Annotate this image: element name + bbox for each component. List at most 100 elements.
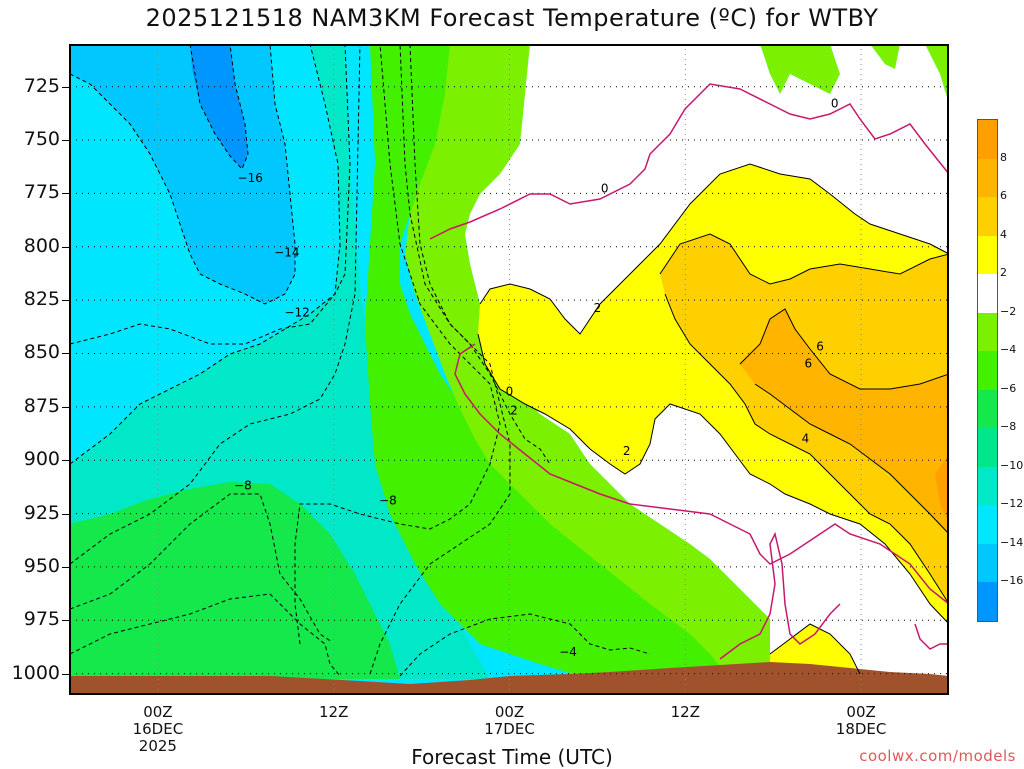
y-tick	[62, 406, 70, 408]
band-minus6	[365, 44, 740, 679]
contour-plus2c	[769, 623, 861, 675]
band-minus16	[190, 44, 248, 169]
legend-swatch	[978, 312, 997, 352]
legend-label: 8	[1000, 150, 1007, 164]
contour-minus8b	[294, 44, 501, 645]
contour-label: −8	[379, 493, 397, 507]
contour-label: −12	[284, 305, 309, 319]
band-plus6	[740, 309, 949, 534]
grid-lines	[70, 44, 949, 695]
chart-title: 2025121518 NAM3KM Forecast Temperature (…	[145, 4, 879, 32]
contour-label: 6	[816, 340, 824, 354]
x-tick-label: 12Z	[645, 704, 725, 721]
x-tick-label: 12Z	[294, 704, 374, 721]
contour-labels: −16 −14 −12 −8 −8 −4 0 0 0 2 2 2 66 4	[234, 96, 839, 659]
legend-label: −4	[1000, 343, 1017, 357]
contour-plus6b	[754, 383, 949, 535]
contour-label: 4	[802, 431, 810, 445]
contour-label: 0	[601, 182, 609, 196]
y-tick	[62, 140, 70, 142]
contour-minus4b	[409, 44, 551, 465]
x-tick-label: 00Z 18DEC	[821, 704, 901, 738]
contour-minus16	[189, 44, 249, 170]
contour-minus14	[70, 44, 296, 305]
contour-plus2	[479, 163, 949, 335]
legend-label: −6	[1000, 381, 1017, 395]
legend-swatch	[978, 543, 997, 583]
contour-label: −16	[238, 171, 263, 185]
contour-label: −4	[559, 645, 577, 659]
legend-swatch	[978, 428, 997, 468]
legend-swatch	[978, 274, 997, 314]
plot-overlay: −16 −14 −12 −8 −8 −4 0 0 0 2 2 2 66 4	[70, 44, 949, 695]
band-minus4-top3	[925, 44, 949, 104]
credit-link[interactable]: coolwx.com/models	[859, 747, 1016, 765]
y-tick-label: 875	[23, 394, 60, 417]
contour-plus4b	[664, 293, 949, 605]
freezing-lines	[429, 83, 949, 660]
legend-label: −10	[1000, 458, 1024, 472]
contour-plus4	[659, 233, 949, 285]
y-tick	[62, 673, 70, 675]
band-minus4	[405, 44, 770, 679]
x-tick-label: 00Z 17DEC	[470, 704, 550, 738]
legend-label: −12	[1000, 497, 1024, 511]
y-tick-label: 975	[23, 608, 60, 631]
contour-label: 2	[623, 444, 631, 458]
zero-line-low	[719, 531, 841, 660]
y-tick-label: 850	[23, 341, 60, 364]
x-tick-label: 00Z 16DEC 2025	[118, 704, 198, 755]
zero-line-small	[914, 623, 949, 650]
contour-plus6	[739, 308, 949, 390]
x-tick-date: 17DEC	[484, 720, 535, 738]
legend-swatch	[978, 158, 997, 198]
band-minus4-top2	[870, 44, 900, 69]
contour-plus2b	[477, 333, 949, 625]
y-tick	[62, 513, 70, 515]
x-tick-time: 12Z	[670, 703, 700, 721]
legend-swatch	[978, 351, 997, 391]
zero-line-mid	[454, 343, 949, 605]
y-tick	[62, 353, 70, 355]
plot-frame	[69, 44, 949, 695]
y-tick	[62, 246, 70, 248]
y-tick-label: 750	[23, 128, 60, 151]
legend-swatch	[978, 505, 997, 545]
contour-label: 0	[831, 96, 839, 110]
legend-label: −14	[1000, 535, 1024, 549]
x-tick-time: 00Z	[846, 703, 876, 721]
legend-label: −2	[1000, 304, 1017, 318]
y-tick	[62, 460, 70, 462]
contour-label: 6	[805, 357, 813, 371]
band-plus8	[935, 454, 949, 524]
contour-lines	[70, 44, 949, 677]
legend-swatch	[978, 389, 997, 429]
plot-area: −16 −14 −12 −8 −8 −4 0 0 0 2 2 2 6 6 4	[70, 44, 949, 695]
y-tick	[62, 193, 70, 195]
x-tick-date: 16DEC	[132, 720, 184, 738]
y-tick-label: 775	[23, 181, 60, 204]
contour-minus6b	[369, 44, 511, 675]
contour-minus10b	[70, 44, 361, 565]
contour-label: −8	[234, 478, 252, 492]
contour-minus6	[70, 593, 341, 677]
legend-label: −8	[1000, 420, 1017, 434]
legend-swatch	[978, 466, 997, 506]
y-tick-label: 925	[23, 501, 60, 524]
legend-label: 6	[1000, 189, 1007, 203]
y-tick-label: 900	[23, 448, 60, 471]
legend-label: 2	[1000, 266, 1007, 280]
legend-swatch	[978, 120, 997, 160]
legend-swatch	[978, 197, 997, 237]
ground	[70, 662, 949, 695]
x-tick-date: 18DEC	[835, 720, 887, 738]
x-tick-time: 00Z	[494, 703, 525, 721]
y-tick	[62, 566, 70, 568]
contour-label: −14	[274, 246, 299, 260]
legend-swatch	[978, 235, 997, 275]
contour-label: 0	[506, 384, 514, 398]
legend-label: −16	[1000, 574, 1024, 588]
color-legend	[977, 119, 998, 622]
y-tick-label: 950	[23, 554, 60, 577]
y-tick-label: 825	[23, 288, 60, 311]
